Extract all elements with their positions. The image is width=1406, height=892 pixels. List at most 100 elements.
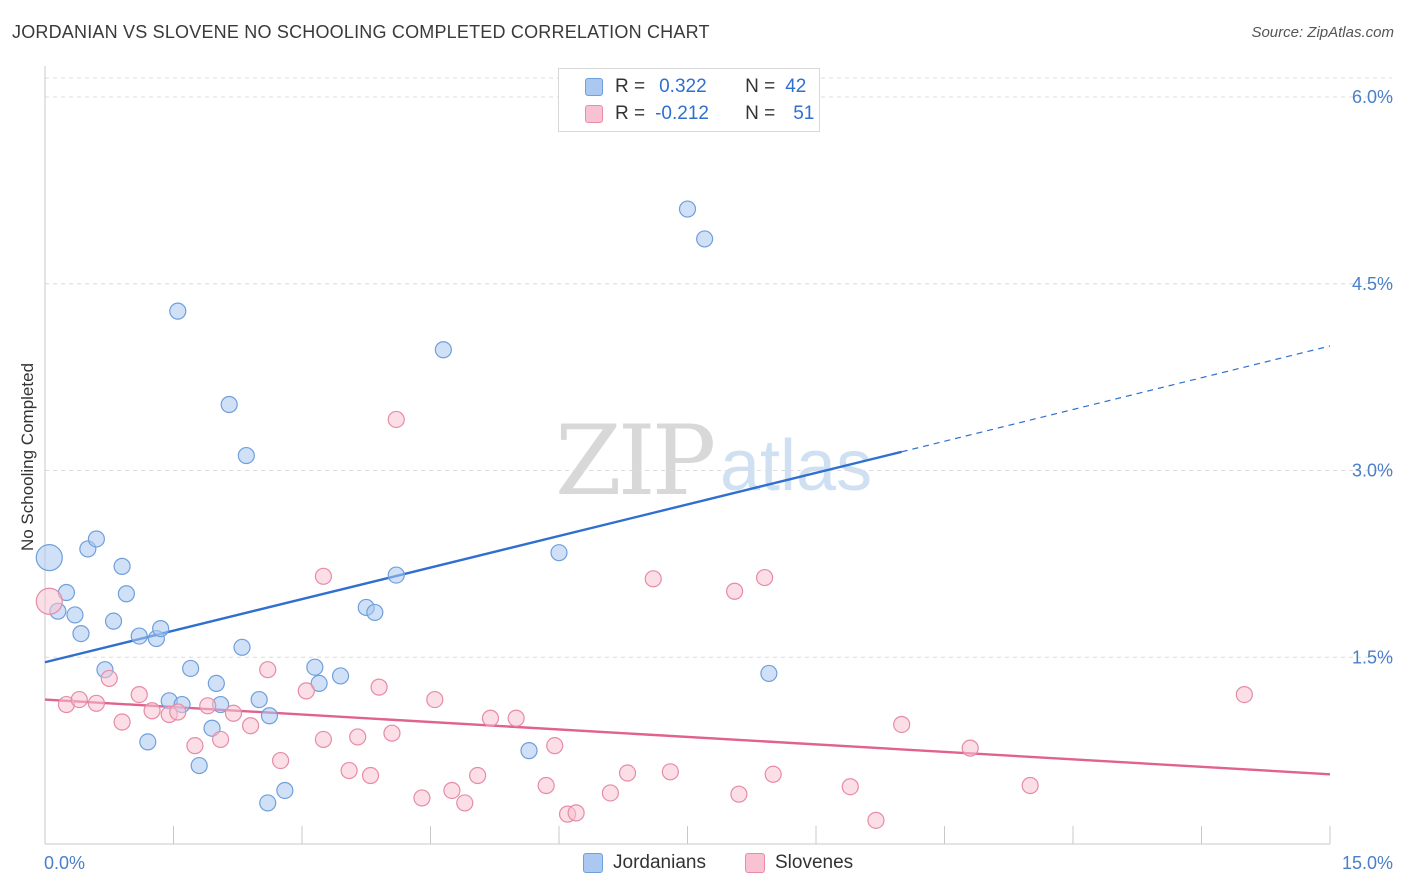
series-legend-slovenes: Slovenes [745, 852, 853, 874]
jordanian-trend-extension [901, 345, 1331, 453]
jordanian-point [35, 544, 63, 572]
jordanian-point [331, 667, 350, 685]
jordanian-point [220, 395, 238, 414]
jordanian-point [434, 341, 452, 359]
slovene-point [546, 737, 564, 755]
slovene-point [1021, 776, 1039, 795]
series-swatch-slovenes [745, 853, 765, 873]
series-label-slovenes: Slovenes [775, 852, 854, 873]
legend-r-value: 0.322 [659, 76, 707, 97]
jordanian-point [310, 674, 328, 692]
data-points [35, 200, 1253, 829]
jordanian-point [207, 674, 225, 692]
slovene-point [314, 567, 333, 585]
trend-lines [44, 345, 1331, 776]
chart-source: Source: ZipAtlas.com [1251, 24, 1394, 41]
slovene-point [259, 661, 277, 679]
slovene-point [35, 587, 63, 615]
slovene-point [143, 702, 161, 720]
slovene-point [297, 682, 315, 700]
axes [44, 66, 1331, 845]
slovene-point [893, 715, 911, 734]
slovene-point [601, 784, 620, 802]
legend-n-label: N = [745, 103, 776, 124]
jordanian-point [237, 446, 255, 465]
jordanian-point [190, 756, 208, 775]
jordanian-point [678, 200, 697, 218]
slovene-point [567, 804, 585, 822]
slovene-point [361, 766, 380, 785]
slovene-point [469, 766, 487, 785]
series-swatch-jordanians [583, 853, 603, 873]
jordanian-point [276, 781, 294, 800]
jordanian-point [233, 638, 251, 656]
slovene-point [961, 739, 979, 757]
jordanian-point [169, 302, 187, 320]
legend-row-jordanians: R = 0.322 N = 42 [585, 74, 806, 100]
legend-r-value: -0.212 [655, 103, 709, 124]
slovene-point [507, 709, 525, 727]
slovene-point [456, 794, 474, 812]
slovene-point [841, 778, 859, 796]
slovene-point [387, 410, 405, 429]
jordanian-point [550, 544, 568, 562]
jordanian-point [260, 707, 279, 725]
jordanian-point [387, 566, 405, 584]
legend-swatch-jordanians [585, 78, 603, 96]
slovene-point [87, 694, 106, 712]
watermark-zip: ZIP [555, 405, 716, 517]
chart-title: JORDANIAN VS SLOVENE NO SCHOOLING COMPLE… [12, 22, 710, 42]
x-tick-label: 0.0% [44, 853, 85, 873]
slovene-point [370, 678, 388, 696]
series-legend: Jordanians Slovenes [0, 852, 1406, 878]
slovene-point [70, 690, 88, 709]
jordanian-point [66, 606, 84, 624]
slovene-point [130, 685, 148, 704]
slovene-trend-line [44, 698, 1331, 776]
slovene-point [726, 582, 744, 600]
slovene-point [764, 765, 782, 783]
slovene-point [271, 751, 290, 770]
slovene-point [618, 764, 637, 782]
slovene-point [661, 763, 679, 781]
slovene-point [340, 761, 358, 780]
legend-row-slovenes: R = -0.212 N = 51 [585, 101, 814, 127]
slovene-point [212, 730, 230, 749]
slovene-point [100, 669, 118, 688]
jordanian-point [250, 690, 268, 709]
slovene-point [314, 730, 333, 749]
jordanian-point [72, 624, 90, 643]
jordanian-point [139, 733, 157, 751]
y-tick-label: 4.5% [1352, 274, 1393, 294]
legend-n-label: N = [745, 76, 776, 97]
slovene-point [755, 568, 774, 587]
jordanian-point [366, 603, 384, 622]
tick-labels: 1.5% 3.0% 4.5% 6.0% 0.0% 15.0% [44, 87, 1393, 873]
slovene-point [644, 570, 662, 588]
legend-n-value: 51 [793, 103, 815, 124]
jordanian-point [113, 557, 131, 575]
y-tick-label: 1.5% [1352, 647, 1393, 667]
y-tick-label: 3.0% [1352, 461, 1393, 481]
slovene-point [113, 713, 131, 731]
x-tick-label: 15.0% [1342, 853, 1393, 873]
jordanian-point [306, 658, 324, 676]
correlation-legend: R = 0.322 N = 42 R = -0.212 N = 51 [558, 68, 820, 132]
jordanian-point [104, 612, 123, 630]
jordanian-point [760, 664, 778, 683]
series-label-jordanians: Jordanians [613, 852, 706, 873]
slovene-point [349, 728, 367, 746]
jordanian-point [130, 627, 148, 645]
y-tick-label: 6.0% [1352, 87, 1393, 107]
gridlines [45, 77, 1392, 658]
slovene-point [426, 690, 444, 709]
slovene-point [413, 789, 431, 807]
slovene-point [383, 724, 401, 742]
slovene-point [730, 785, 748, 803]
jordanian-point [117, 585, 135, 603]
legend-r-label: R = [615, 76, 646, 97]
slovene-point [1235, 685, 1253, 704]
jordanian-point [152, 620, 170, 638]
slovene-point [186, 737, 204, 755]
